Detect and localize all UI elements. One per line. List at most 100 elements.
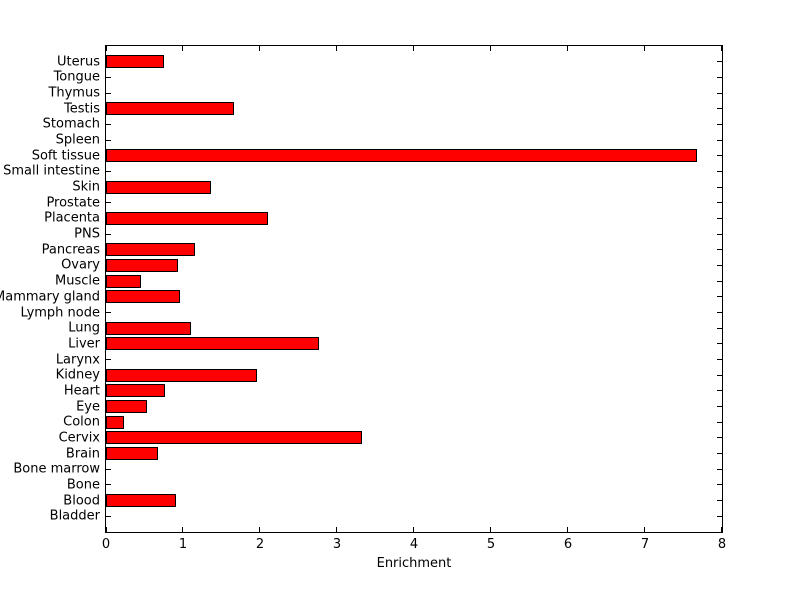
- y-tick-right: [717, 500, 722, 502]
- bar-pancreas: [106, 243, 195, 257]
- x-tick-label: 7: [640, 537, 650, 552]
- x-axis-title: Enrichment: [376, 556, 452, 571]
- x-tick-label: 6: [563, 537, 573, 552]
- bar-ovary: [106, 258, 178, 272]
- y-axis-label: Ovary: [61, 257, 100, 273]
- x-tick-label: 5: [486, 537, 496, 552]
- y-axis-label: Stomach: [42, 116, 100, 132]
- y-tick-right: [717, 359, 722, 361]
- y-tick-left: [106, 359, 111, 361]
- bar-mammary-gland: [106, 290, 180, 304]
- y-tick-left: [106, 76, 111, 78]
- x-tick-label: 0: [101, 537, 111, 552]
- y-axis-label: Liver: [68, 336, 100, 352]
- y-tick-left: [106, 202, 111, 204]
- plot-area: [105, 45, 723, 533]
- y-tick-right: [717, 421, 722, 423]
- y-axis-label: Mammary gland: [0, 289, 100, 305]
- y-axis-label: Bone marrow: [13, 461, 100, 477]
- x-tick-top: [336, 46, 337, 51]
- y-tick-left: [106, 123, 111, 125]
- y-axis-label: Uterus: [57, 54, 100, 70]
- y-tick-right: [717, 217, 722, 219]
- x-tick-label: 1: [178, 537, 188, 552]
- y-tick-right: [717, 296, 722, 298]
- x-tick-bottom: [182, 527, 183, 532]
- y-axis-label: PNS: [74, 226, 100, 242]
- x-tick-bottom: [490, 527, 491, 532]
- y-tick-right: [717, 108, 722, 110]
- y-tick-right: [717, 327, 722, 329]
- bar-lung: [106, 321, 191, 335]
- x-tick-bottom: [567, 527, 568, 532]
- x-tick-label: 4: [409, 537, 419, 552]
- y-axis-label: Soft tissue: [31, 148, 100, 164]
- y-axis-label: Brain: [65, 446, 100, 462]
- y-axis-label: Kidney: [55, 367, 100, 383]
- x-tick-top: [721, 46, 722, 51]
- y-tick-right: [717, 92, 722, 94]
- y-tick-left: [106, 92, 111, 94]
- y-tick-right: [717, 515, 722, 517]
- y-axis-label: Muscle: [55, 273, 100, 289]
- x-tick-top: [106, 46, 107, 51]
- y-tick-right: [717, 264, 722, 266]
- bar-skin: [106, 180, 211, 194]
- y-tick-right: [717, 186, 722, 188]
- y-tick-right: [717, 312, 722, 314]
- y-tick-right: [717, 170, 722, 172]
- x-tick-bottom: [106, 527, 107, 532]
- y-axis-label: Prostate: [46, 195, 100, 211]
- bar-soft-tissue: [106, 149, 697, 163]
- y-axis-label: Eye: [76, 399, 100, 415]
- y-tick-left: [106, 139, 111, 141]
- y-tick-right: [717, 390, 722, 392]
- y-tick-right: [717, 374, 722, 376]
- bar-blood: [106, 494, 176, 508]
- y-tick-right: [717, 406, 722, 408]
- y-axis-label: Colon: [63, 414, 100, 430]
- y-tick-right: [717, 343, 722, 345]
- x-tick-bottom: [259, 527, 260, 532]
- bar-liver: [106, 337, 319, 351]
- y-tick-right: [717, 437, 722, 439]
- y-axis-label: Blood: [63, 493, 100, 509]
- x-tick-label: 3: [332, 537, 342, 552]
- y-tick-right: [717, 233, 722, 235]
- y-tick-left: [106, 468, 111, 470]
- y-tick-left: [106, 312, 111, 314]
- y-tick-right: [717, 249, 722, 251]
- bar-eye: [106, 400, 147, 414]
- bar-kidney: [106, 368, 257, 382]
- y-tick-left: [106, 170, 111, 172]
- y-axis-label: Heart: [63, 383, 100, 399]
- y-axis-label: Lymph node: [20, 305, 100, 321]
- y-axis-label: Thymus: [48, 85, 100, 101]
- y-tick-right: [717, 61, 722, 63]
- x-tick-bottom: [336, 527, 337, 532]
- x-tick-top: [182, 46, 183, 51]
- x-tick-top: [490, 46, 491, 51]
- bar-testis: [106, 102, 234, 116]
- y-axis-label: Cervix: [58, 430, 100, 446]
- y-tick-right: [717, 202, 722, 204]
- x-tick-bottom: [644, 527, 645, 532]
- x-tick-bottom: [413, 527, 414, 532]
- bar-muscle: [106, 274, 141, 288]
- y-axis-label: Lung: [68, 320, 100, 336]
- y-tick-left: [106, 484, 111, 486]
- y-tick-right: [717, 139, 722, 141]
- bar-brain: [106, 447, 158, 461]
- y-axis-label: Tongue: [53, 69, 100, 85]
- y-tick-right: [717, 123, 722, 125]
- bar-uterus: [106, 55, 164, 69]
- y-tick-right: [717, 484, 722, 486]
- x-tick-label: 8: [717, 537, 727, 552]
- x-tick-top: [567, 46, 568, 51]
- y-axis-label: Placenta: [44, 210, 100, 226]
- bar-cervix: [106, 431, 362, 445]
- y-axis-label: Larynx: [55, 352, 100, 368]
- y-axis-label: Testis: [64, 101, 100, 117]
- y-axis-label: Bladder: [49, 508, 100, 524]
